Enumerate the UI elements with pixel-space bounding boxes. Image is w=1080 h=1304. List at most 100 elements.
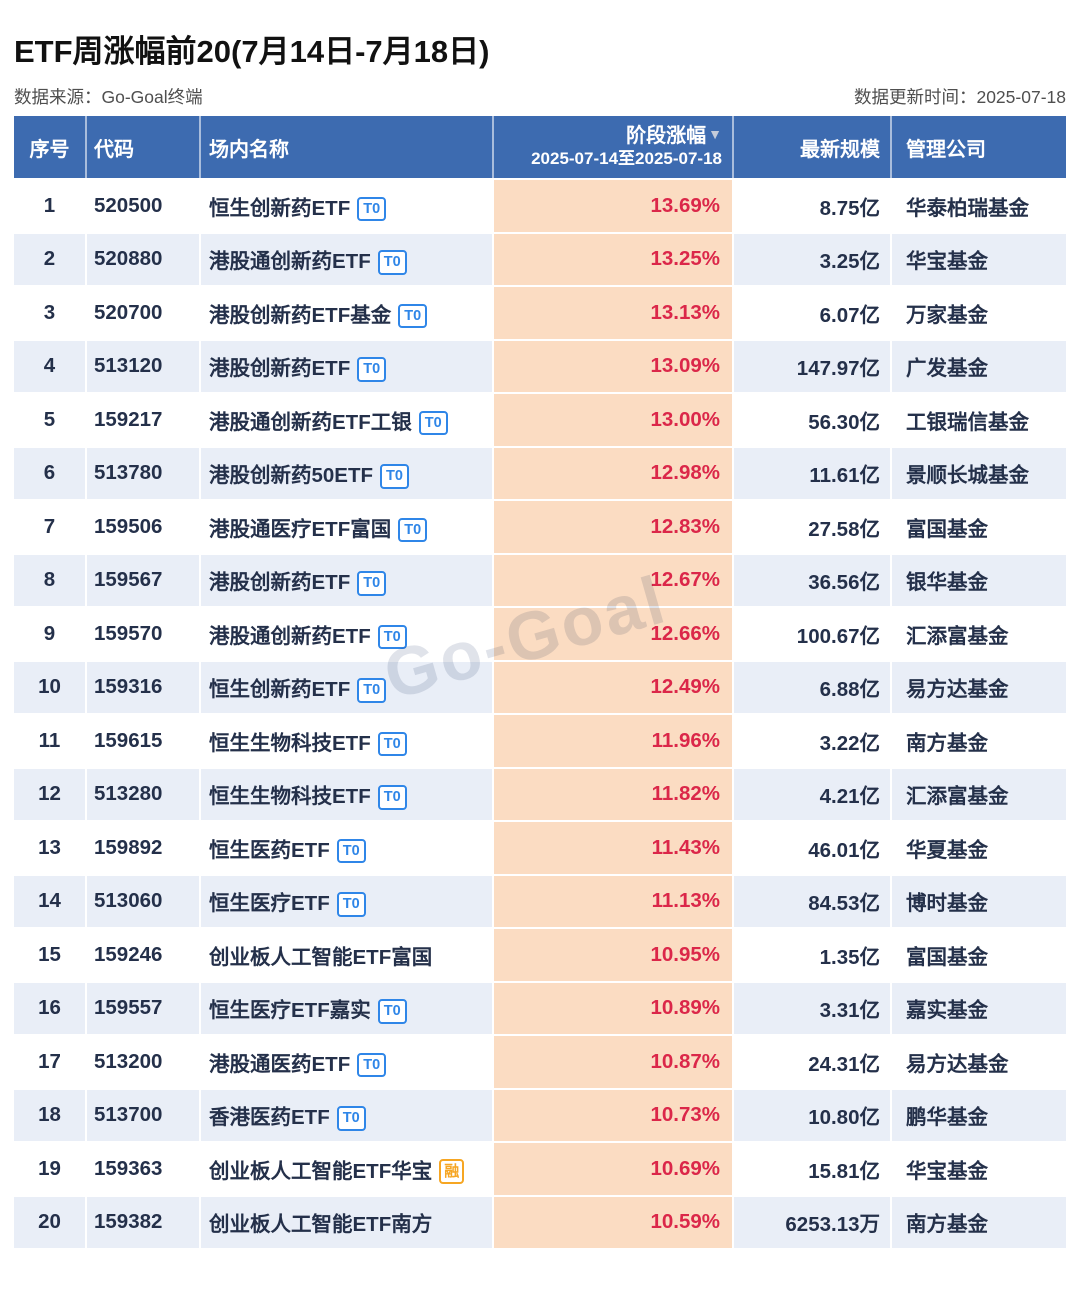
table-row[interactable]: 19 159363 创业板人工智能ETF华宝融 10.69% 15.81亿 华宝基金 bbox=[14, 1142, 1066, 1197]
company-cell: 易方达基金 bbox=[891, 660, 1066, 715]
code-cell: 513200 bbox=[86, 1035, 201, 1090]
t0-badge: T0 bbox=[357, 196, 387, 221]
code-cell: 520500 bbox=[86, 179, 201, 234]
code-cell: 513700 bbox=[86, 1088, 201, 1143]
company-cell: 华宝基金 bbox=[891, 1142, 1066, 1197]
header-pct-label: 阶段涨幅 bbox=[626, 125, 707, 147]
code-cell: 159892 bbox=[86, 821, 201, 876]
etf-name: 恒生创新药ETF bbox=[209, 196, 351, 220]
code-cell: 513120 bbox=[86, 339, 201, 394]
rank-cell: 5 bbox=[14, 393, 87, 448]
etf-name: 港股通创新药ETF bbox=[209, 624, 371, 648]
code-cell: 513060 bbox=[86, 874, 201, 929]
header-pct-sortable[interactable]: 阶段涨幅 ▼ 2025-07-14至2025-07-18 bbox=[493, 116, 734, 180]
table-row[interactable]: 9 159570 港股通创新药ETF T0 12.66% 100.67亿 汇添富基金 bbox=[14, 607, 1066, 662]
pct-cell: 11.13% bbox=[493, 874, 734, 929]
pct-cell: 12.66% bbox=[493, 607, 734, 662]
etf-name: 港股创新药ETF bbox=[209, 571, 351, 594]
table-row[interactable]: 17 513200 港股通医药ETF T0 10.87% 24.31亿 易方达基金 bbox=[14, 1035, 1066, 1090]
t0-badge: T0 bbox=[380, 464, 409, 489]
etf-name: 恒生医疗ETF bbox=[209, 892, 330, 915]
table-row[interactable]: 1 520500 恒生创新药ETF T0 13.69% 8.75亿 华泰柏瑞基金 bbox=[14, 179, 1066, 234]
table-row[interactable]: 7 159506 港股通医疗ETF富国 T0 12.83% 27.58亿 富国基金 bbox=[14, 500, 1066, 555]
pct-cell: 13.09% bbox=[493, 339, 734, 394]
name-cell: 港股通创新药ETF工银 T0 bbox=[200, 393, 494, 448]
code-cell: 159246 bbox=[86, 928, 201, 983]
code-cell: 159316 bbox=[86, 660, 201, 715]
t0-badge: T0 bbox=[377, 999, 407, 1024]
table-row[interactable]: 20 159382 创业板人工智能ETF南方 10.59% 6253.13万 南方基金 bbox=[14, 1195, 1066, 1250]
pct-cell: 10.69% bbox=[493, 1142, 734, 1197]
table-row[interactable]: 13 159892 恒生医药ETF T0 11.43% 46.01亿 华夏基金 bbox=[14, 821, 1066, 876]
table-row[interactable]: 16 159557 恒生医疗ETF嘉实 T0 10.89% 3.31亿 嘉实基金 bbox=[14, 981, 1066, 1036]
table-row[interactable]: 18 513700 香港医药ETF T0 10.73% 10.80亿 鹏华基金 bbox=[14, 1088, 1066, 1143]
rank-cell: 14 bbox=[14, 874, 87, 929]
t0-badge: T0 bbox=[357, 571, 387, 596]
header-name: 场内名称 bbox=[200, 116, 494, 180]
scale-cell: 6.88亿 bbox=[733, 660, 892, 715]
rank-cell: 15 bbox=[14, 928, 87, 983]
table-row[interactable]: 8 159567 港股创新药ETF T0 12.67% 36.56亿 银华基金 bbox=[14, 553, 1066, 608]
data-source-label: 数据来源：Go-Goal终端 bbox=[14, 87, 203, 107]
code-cell: 159557 bbox=[86, 981, 201, 1036]
name-cell: 恒生创新药ETF T0 bbox=[200, 660, 494, 715]
table-row[interactable]: 5 159217 港股通创新药ETF工银 T0 13.00% 56.30亿 工银瑞信基金 bbox=[14, 393, 1066, 448]
table-row[interactable]: 2 520880 港股通创新药ETF T0 13.25% 3.25亿 华宝基金 bbox=[14, 232, 1066, 287]
pct-cell: 12.83% bbox=[493, 500, 734, 555]
rank-cell: 13 bbox=[14, 821, 87, 876]
scale-cell: 27.58亿 bbox=[733, 500, 892, 555]
etf-rank-table: 序号 代码 场内名称 阶段涨幅 ▼ 2025-07-14至2025-07-18 最… bbox=[14, 116, 1066, 1250]
table-row[interactable]: 6 513780 港股创新药50ETF T0 12.98% 11.61亿 景顺长城基金 bbox=[14, 446, 1066, 501]
name-cell: 恒生生物科技ETF T0 bbox=[200, 767, 494, 822]
pct-cell: 13.25% bbox=[493, 232, 734, 287]
etf-name: 恒生医疗ETF嘉实 bbox=[209, 999, 371, 1022]
etf-name: 创业板人工智能ETF南方 bbox=[209, 1213, 433, 1237]
etf-name: 港股创新药50ETF bbox=[209, 464, 374, 487]
t0-badge: T0 bbox=[398, 303, 428, 328]
pct-cell: 13.69% bbox=[493, 179, 734, 234]
name-cell: 恒生医药ETF T0 bbox=[200, 821, 494, 876]
name-cell: 恒生创新药ETF T0 bbox=[200, 179, 494, 234]
name-cell: 港股创新药ETF基金 T0 bbox=[200, 286, 494, 341]
etf-name: 港股通医药ETF bbox=[209, 1052, 351, 1076]
scale-cell: 84.53亿 bbox=[733, 874, 892, 929]
scale-cell: 3.31亿 bbox=[733, 981, 892, 1036]
table-header-row: 序号 代码 场内名称 阶段涨幅 ▼ 2025-07-14至2025-07-18 最… bbox=[14, 116, 1066, 180]
t0-badge: T0 bbox=[336, 1106, 366, 1131]
scale-cell: 46.01亿 bbox=[733, 821, 892, 876]
t0-badge: T0 bbox=[377, 624, 407, 649]
t0-badge: T0 bbox=[377, 785, 407, 810]
rank-cell: 17 bbox=[14, 1035, 87, 1090]
rank-cell: 4 bbox=[14, 339, 87, 394]
rank-cell: 16 bbox=[14, 981, 87, 1036]
code-cell: 159615 bbox=[86, 714, 201, 769]
company-cell: 嘉实基金 bbox=[891, 981, 1066, 1036]
sort-desc-icon[interactable]: ▼ bbox=[708, 126, 722, 142]
company-cell: 鹏华基金 bbox=[891, 1088, 1066, 1143]
name-cell: 创业板人工智能ETF南方 bbox=[200, 1195, 494, 1250]
table-row[interactable]: 10 159316 恒生创新药ETF T0 12.49% 6.88亿 易方达基金 bbox=[14, 660, 1066, 715]
scale-cell: 3.22亿 bbox=[733, 714, 892, 769]
pct-cell: 10.73% bbox=[493, 1088, 734, 1143]
rank-cell: 11 bbox=[14, 714, 87, 769]
company-cell: 万家基金 bbox=[891, 286, 1066, 341]
company-cell: 南方基金 bbox=[891, 1195, 1066, 1250]
company-cell: 景顺长城基金 bbox=[891, 446, 1066, 501]
etf-weekly-gain-report: ETF周涨幅前20(7月14日-7月18日) 数据来源：Go-Goal终端 数据… bbox=[0, 26, 1080, 1250]
table-row[interactable]: 4 513120 港股创新药ETF T0 13.09% 147.97亿 广发基金 bbox=[14, 339, 1066, 394]
code-cell: 159506 bbox=[86, 500, 201, 555]
company-cell: 富国基金 bbox=[891, 500, 1066, 555]
company-cell: 富国基金 bbox=[891, 928, 1066, 983]
etf-name: 港股创新药ETF基金 bbox=[209, 303, 392, 327]
name-cell: 港股通医药ETF T0 bbox=[200, 1035, 494, 1090]
scale-cell: 10.80亿 bbox=[733, 1088, 892, 1143]
table-row[interactable]: 11 159615 恒生生物科技ETF T0 11.96% 3.22亿 南方基金 bbox=[14, 714, 1066, 769]
table-row[interactable]: 12 513280 恒生生物科技ETF T0 11.82% 4.21亿 汇添富基金 bbox=[14, 767, 1066, 822]
pct-cell: 10.89% bbox=[493, 981, 734, 1036]
pct-cell: 10.87% bbox=[493, 1035, 734, 1090]
table-row[interactable]: 14 513060 恒生医疗ETF T0 11.13% 84.53亿 博时基金 bbox=[14, 874, 1066, 929]
table-row[interactable]: 3 520700 港股创新药ETF基金 T0 13.13% 6.07亿 万家基金 bbox=[14, 286, 1066, 341]
header-code: 代码 bbox=[86, 116, 201, 180]
code-cell: 520700 bbox=[86, 286, 201, 341]
table-row[interactable]: 15 159246 创业板人工智能ETF富国 10.95% 1.35亿 富国基金 bbox=[14, 928, 1066, 983]
